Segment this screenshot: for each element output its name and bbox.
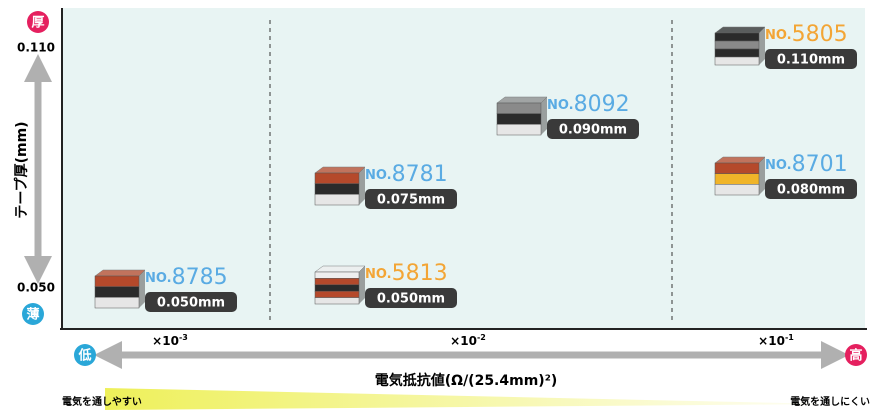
icon-top [314,265,366,273]
number-prefix: NO. [365,168,392,183]
icon-layer [496,102,542,114]
product-number: NO.8781 [365,162,448,187]
icon-layer [314,183,360,195]
icon-layer [94,297,140,309]
icon-layer [314,284,360,292]
number-prefix: NO. [547,98,574,113]
number-prefix: NO. [765,158,792,173]
number-value: 5813 [392,261,448,286]
icon-top [94,269,146,277]
scale-base: ×10 [450,334,477,348]
icon-layer [714,40,760,50]
high-badge [845,344,867,366]
thickness: 0.050mm [157,296,225,311]
scale-exp: -1 [785,333,794,342]
icon-top [496,96,548,104]
x-title: 電気抵抗値(Ω/(25.4mm)²) [375,372,557,389]
icon-top [714,26,766,34]
icon-layer [314,278,360,286]
thickness-box [765,49,857,69]
icon-side [541,97,547,135]
icon-layer [496,124,542,136]
y-title: テープ厚(mm) [14,121,30,218]
scale-base: ×10 [758,334,785,348]
product: NO.8092 0.090mm [496,92,639,139]
icon-layer [314,297,360,305]
icon-layer [314,271,360,279]
scale-label: ×10-3 [152,333,188,348]
icon-layer [314,172,360,184]
gradient [105,388,830,410]
icon-layer [314,290,360,298]
top-value: 0.110 [17,41,55,55]
low-label: 低 [77,348,91,364]
icon-layer [714,184,760,196]
number-value: 8781 [392,162,448,187]
thickness-box [765,179,857,199]
icon-side [759,27,765,65]
product-number: NO.5813 [365,261,448,286]
number-value: 8701 [792,152,848,177]
icon-layer [94,286,140,298]
thickness: 0.080mm [777,183,845,198]
number-value: 8785 [172,265,228,290]
thickness-box [145,292,237,312]
number-prefix: NO. [765,28,792,43]
icon-layer [714,48,760,58]
thickness: 0.075mm [377,193,445,208]
right-caption: 電気を通しにくい [790,395,870,408]
thick-label: 厚 [31,15,44,31]
scale-exp: -2 [477,333,486,342]
icon-side [359,266,365,304]
thin-badge [22,303,44,325]
product: NO.8701 0.080mm [714,152,857,199]
thickness: 0.050mm [377,292,445,307]
product: NO.8785 0.050mm [94,265,237,312]
icon-top [314,166,366,174]
product: NO.5813 0.050mm [314,261,457,308]
icon-layer [714,56,760,66]
bottom-value: 0.050 [17,281,55,295]
left-caption: 電気を通しやすい [62,395,142,408]
icon-layer [714,173,760,185]
icon-layer [714,32,760,42]
scale-label: ×10-1 [758,333,794,348]
icon-side [139,270,145,308]
number-prefix: NO. [365,267,392,282]
number-value: 5805 [792,22,848,47]
product: NO.8781 0.075mm [314,162,457,209]
thick-badge [27,11,49,33]
icon-layer [714,162,760,174]
thickness: 0.110mm [777,53,845,68]
product-number: NO.8785 [145,265,228,290]
scale-label: ×10-2 [450,333,486,348]
icon-layer [314,194,360,206]
number-value: 8092 [574,92,630,117]
low-badge [74,344,96,366]
icon-layer [496,113,542,125]
thickness: 0.090mm [559,123,627,138]
thickness-box [365,189,457,209]
icon-layer [94,275,140,287]
scale-base: ×10 [152,334,179,348]
product-number: NO.8701 [765,152,848,177]
icon-side [359,167,365,205]
product-number: NO.5805 [765,22,848,47]
product-number: NO.8092 [547,92,630,117]
high-label: 高 [849,348,862,364]
thickness-box [365,288,457,308]
scale-exp: -3 [179,333,188,342]
product: NO.5805 0.110mm [714,22,857,69]
thin-label: 薄 [26,307,39,323]
thickness-box [547,119,639,139]
icon-top [714,156,766,164]
icon-side [759,157,765,195]
number-prefix: NO. [145,271,172,286]
